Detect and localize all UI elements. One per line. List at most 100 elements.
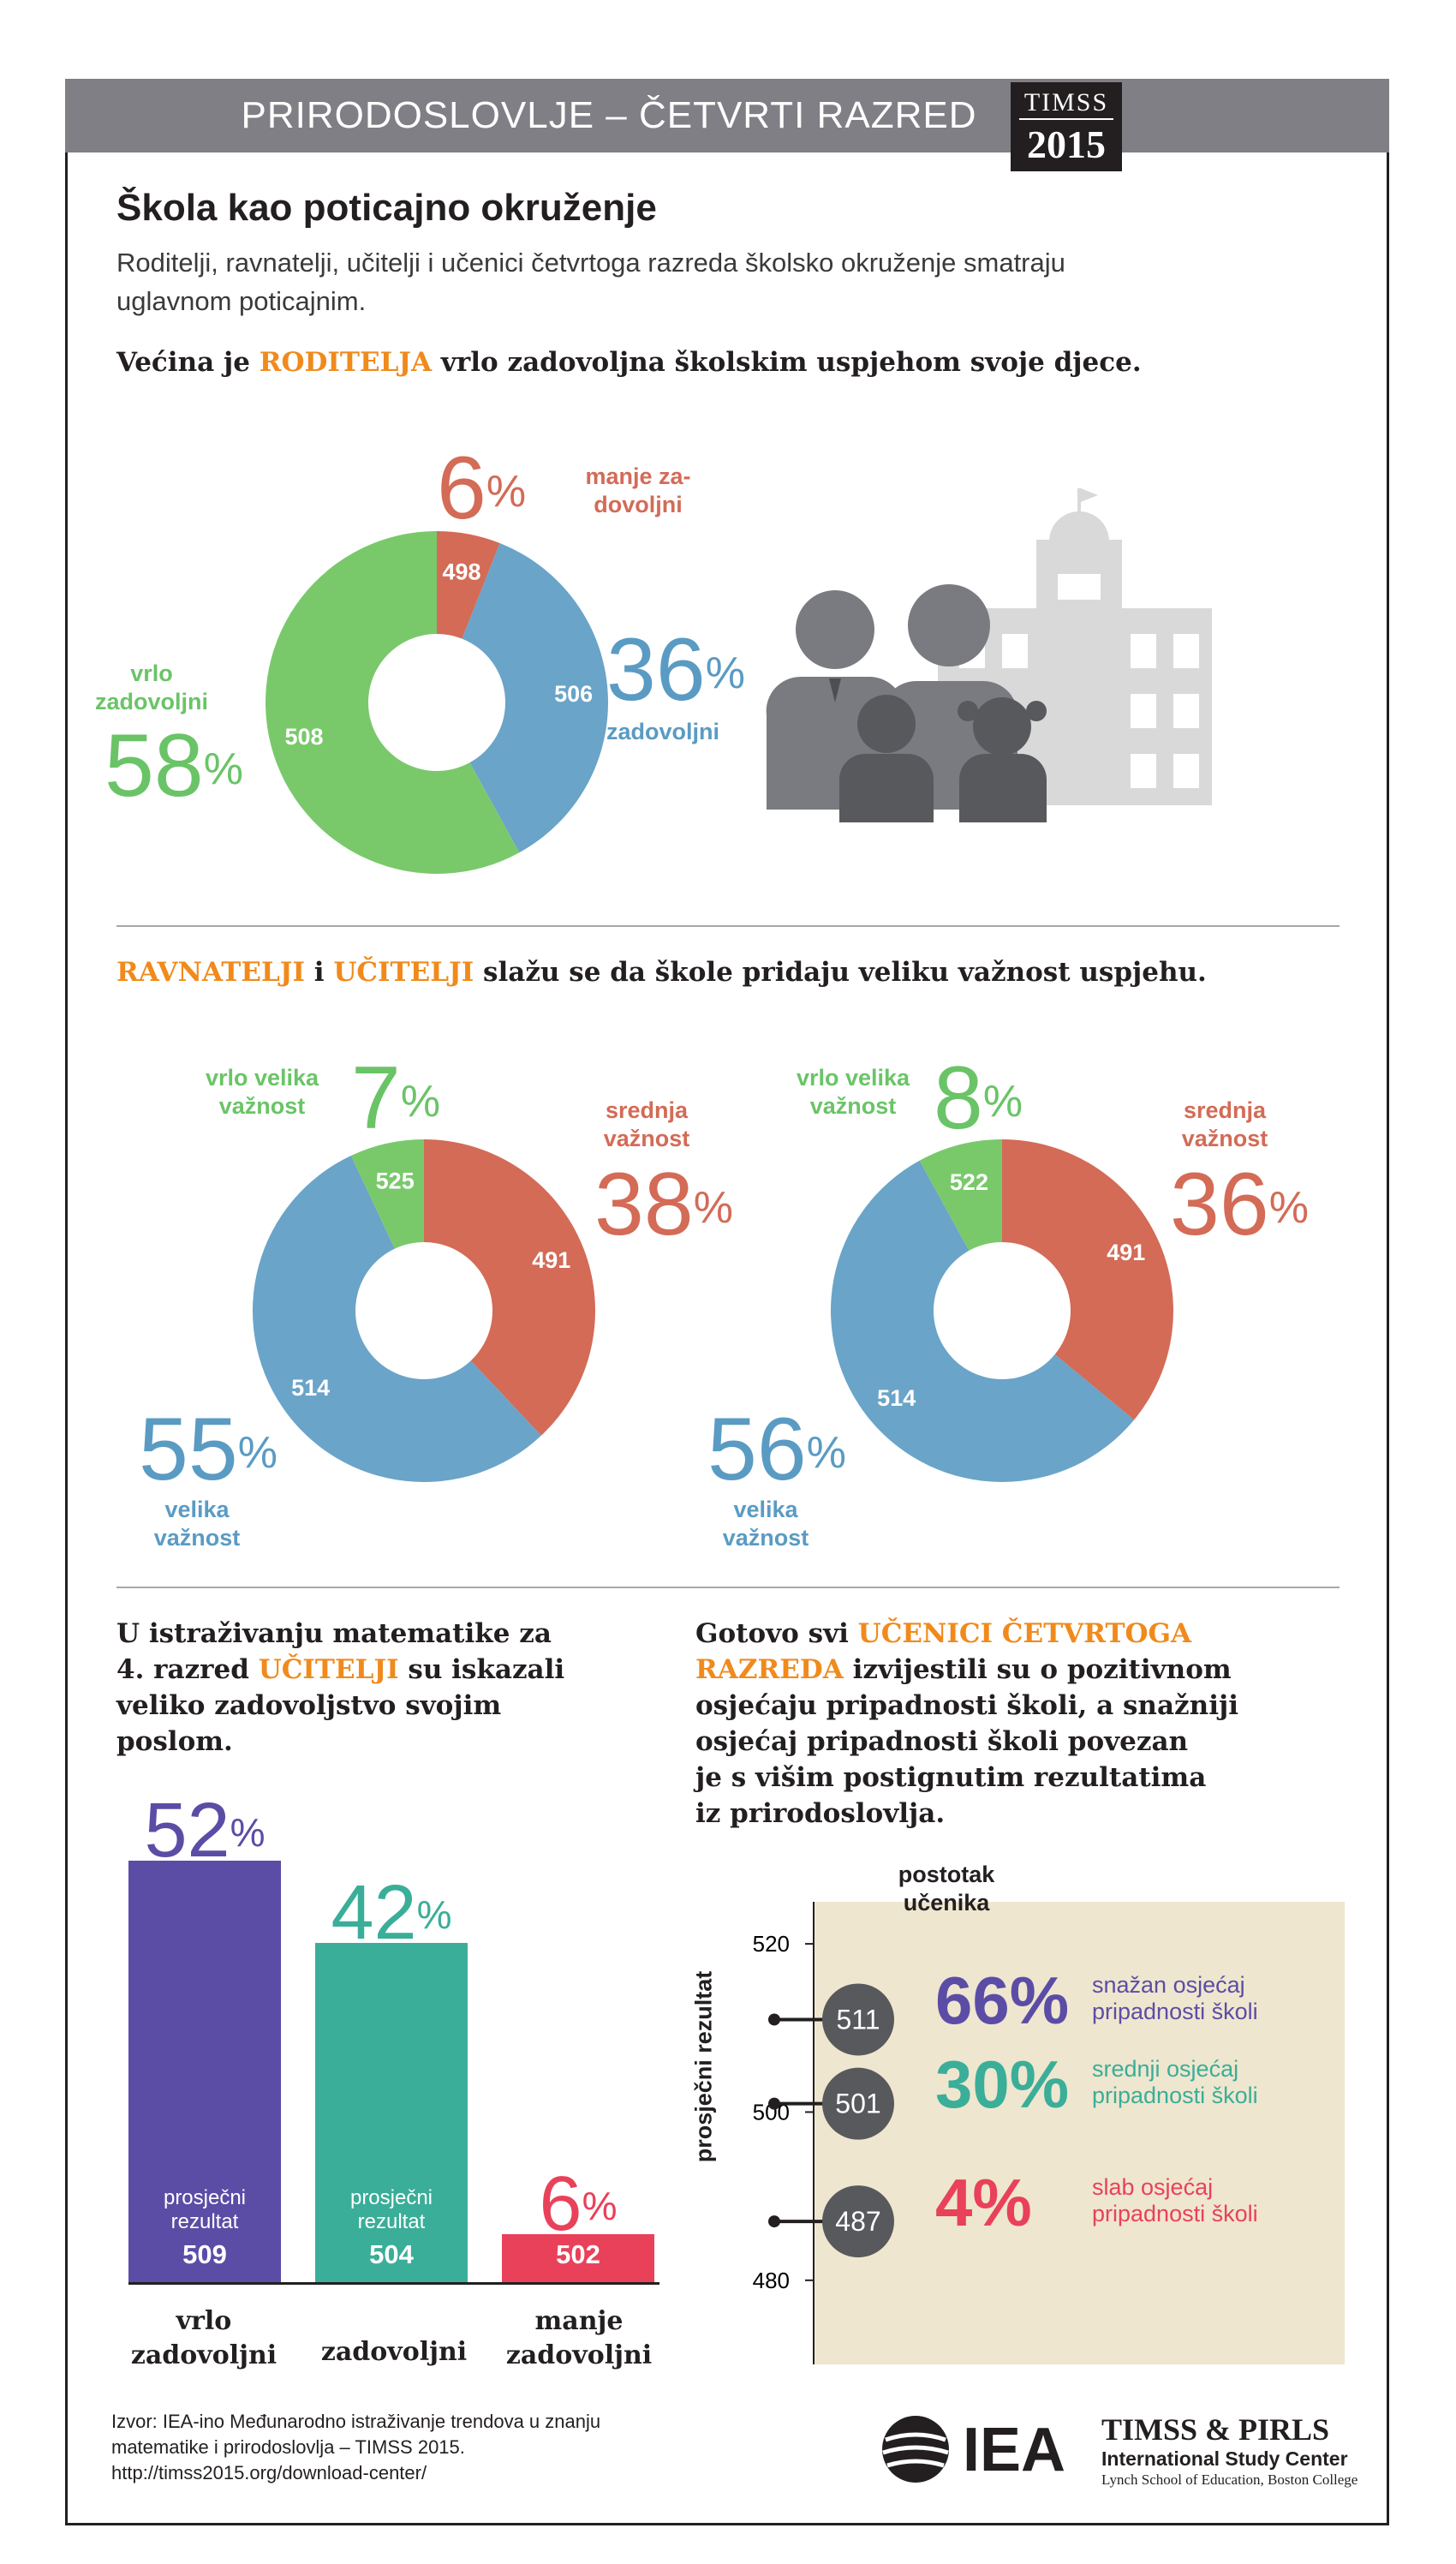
job-heading-l1: U istraživanju matematike za <box>116 1618 552 1649</box>
belonging-column-label-l2: učenika <box>903 1890 990 1916</box>
bar-less-satisfied-category-l1: manje <box>534 2306 624 2336</box>
intro-line-1: Roditelji, ravnatelji, učitelji i učenic… <box>116 248 1065 278</box>
parents-satisfied-label: zadovoljni <box>606 719 720 744</box>
y-tick-label-520: 520 <box>753 1931 790 1957</box>
intro-line-2: uglavnom poticajnim. <box>116 286 367 316</box>
principals-high-label-l2: važnost <box>153 1525 241 1551</box>
iea-globe-icon <box>882 2416 949 2483</box>
belonging-heading: Gotovo svi UČENICI ČETVRTOGA RAZREDA izv… <box>695 1616 1372 1832</box>
principals-slice-very-high-score: 525 <box>376 1168 415 1194</box>
heading-mid: i <box>304 957 334 988</box>
teachers-high-label-l2: važnost <box>722 1525 809 1551</box>
heading-post: slažu se da škole pridaju veliku važnost… <box>474 957 1207 988</box>
belonging-heading-l1: Gotovo svi UČENICI ČETVRTOGA <box>695 1616 1372 1652</box>
teachers-donut-chart: 491 514 522 <box>831 1139 1173 1482</box>
bar-satisfied-category: zadovoljni <box>320 2337 468 2367</box>
belonging-medium-label-l1: srednji osjećaj <box>1092 2056 1239 2082</box>
principals-slice-medium <box>424 1139 595 1436</box>
parents-very-satisfied-pct: 58% <box>104 716 243 816</box>
bar-less-satisfied-score: 502 <box>556 2239 600 2269</box>
teachers-high-label: velika važnost <box>706 1496 826 1552</box>
parents-very-satisfied-label-l2: zadovoljni <box>94 689 208 714</box>
teachers-very-high-label-l2: važnost <box>809 1093 897 1119</box>
belonging-points: 511 501 487 <box>768 1983 894 2258</box>
belonging-heading-l2: RAZREDA izvijestili su o pozitivnom <box>695 1652 1372 1688</box>
belonging-strong-label: snažan osjećaj pripadnosti školi <box>1092 1972 1258 2025</box>
principals-slice-high-score: 514 <box>291 1375 330 1401</box>
score-circle-value-2: 487 <box>835 2206 880 2237</box>
belonging-strong-label-l1: snažan osjećaj <box>1092 1972 1245 1998</box>
bar-very-satisfied-score: 509 <box>182 2239 227 2269</box>
parents-slice-very-satisfied-score: 508 <box>284 724 323 750</box>
teachers-slice-very-high-score: 522 <box>950 1169 988 1195</box>
belonging-y-axis-label: prosječni rezultat <box>690 1970 717 2163</box>
belonging-medium-label: srednji osjećaj pripadnosti školi <box>1092 2056 1258 2109</box>
job-heading-l3: veliko zadovoljstvo svojim <box>116 1690 502 1721</box>
principals-teachers-heading: RAVNATELJI i UČITELJI slažu se da škole … <box>116 954 1367 990</box>
belonging-weak-label-l2: pripadnosti školi <box>1092 2201 1258 2226</box>
family-school-illustration <box>766 488 1212 822</box>
section-divider-1 <box>116 925 1340 927</box>
principals-slice-very-high <box>350 1139 424 1249</box>
point-dot-1 <box>768 2097 780 2110</box>
belonging-strong-label-l2: pripadnosti školi <box>1092 1999 1258 2024</box>
principals-medium-pct: 38% <box>594 1155 733 1254</box>
principals-donut-slices: 491 514 525 <box>253 1139 595 1482</box>
parents-satisfied-pct: 36% <box>606 620 745 720</box>
parents-heading-highlight: RODITELJA <box>259 347 433 378</box>
section-divider-2 <box>116 1587 1340 1588</box>
intro-text: Roditelji, ravnatelji, učitelji i učenic… <box>116 243 1367 320</box>
belonging-heading-l3: osjećaju pripadnosti školi, a snažniji <box>695 1690 1238 1721</box>
teachers-very-high-pct-value: 8 <box>934 1049 983 1148</box>
belonging-medium-pct: 30% <box>935 2047 1070 2122</box>
principals-high-label-l1: velika <box>164 1497 230 1522</box>
belonging-column-label-l1: postotak <box>898 1862 995 1887</box>
source-url[interactable]: http://timss2015.org/download-center/ <box>111 2462 427 2483</box>
source-line-1: Izvor: IEA-ino Međunarodno istraživanje … <box>111 2411 601 2432</box>
parents-slice-very-satisfied <box>266 531 520 874</box>
teachers-medium-pct: 36% <box>1170 1155 1309 1254</box>
bar-very-satisfied-pct: 52% <box>144 1788 266 1874</box>
point-dot-0 <box>768 2013 780 2026</box>
bar-very-satisfied-category-l1: vrlo <box>176 2306 232 2336</box>
parents-heading-pre: Većina je <box>116 347 260 378</box>
job-satisfaction-heading: U istraživanju matematike za 4. razred U… <box>116 1616 665 1760</box>
belonging-weak-label-l1: slab osjećaj <box>1092 2174 1214 2200</box>
page-title: Škola kao poticajno okruženje <box>116 187 657 229</box>
principals-very-high-label: vrlo velika važnost <box>176 1064 348 1121</box>
teachers-medium-label-l2: važnost <box>1181 1126 1268 1151</box>
iea-logo-text: IEA <box>963 2416 1066 2484</box>
bar-satisfied-caption-l1: prosječni <box>349 2186 433 2209</box>
brand-line-3: Lynch School of Education, Boston Colleg… <box>1101 2471 1358 2488</box>
job-heading-l2-highlight: UČITELJI <box>258 1654 399 1685</box>
principals-high-pct-value: 55 <box>139 1400 238 1499</box>
bar-very-satisfied-category: vrlo zadovoljni <box>101 2304 307 2373</box>
score-circle-2 <box>822 2185 894 2258</box>
parents-very-satisfied-label: vrlo zadovoljni <box>79 660 224 716</box>
bar-very-satisfied-pct-value: 52 <box>144 1788 230 1874</box>
point-dot-2 <box>768 2215 780 2228</box>
principals-medium-pct-value: 38 <box>594 1155 694 1254</box>
bar-very-satisfied-category-l2: zadovoljni <box>130 2340 277 2370</box>
score-circle-value-1: 501 <box>835 2089 880 2119</box>
principals-high-pct: 55% <box>139 1400 277 1499</box>
parents-slice-less-satisfied <box>437 531 500 639</box>
brand-line-1: TIMSS & PIRLS <box>1101 2412 1330 2447</box>
bar-baseline <box>128 2282 659 2285</box>
belonging-heading-l6: iz prirodoslovlja. <box>695 1798 946 1829</box>
bar-satisfied-pct-value: 42 <box>331 1870 417 1956</box>
bar-very-satisfied-caption: prosječni rezultat <box>128 2186 281 2234</box>
principals-high-label: velika važnost <box>137 1496 257 1552</box>
principals-slice-high <box>253 1156 541 1482</box>
teachers-medium-label: srednja važnost <box>1161 1097 1289 1153</box>
heading-highlight-teachers: UČITELJI <box>333 957 474 988</box>
bar-satisfied-caption-l2: rezultat <box>357 2210 426 2233</box>
bar-very-satisfied <box>128 1861 281 2282</box>
parents-satisfied-pct-value: 36 <box>606 620 706 720</box>
girl-icon <box>958 697 1047 822</box>
belonging-heading-l2-highlight: RAZREDA <box>695 1654 844 1685</box>
belonging-heading-l2-post: izvijestili su o pozitivnom <box>843 1654 1232 1685</box>
bar-less-satisfied-category-l2: zadovoljni <box>505 2340 653 2370</box>
principals-medium-label-l1: srednja <box>605 1097 689 1123</box>
principals-slice-medium-score: 491 <box>532 1247 570 1273</box>
